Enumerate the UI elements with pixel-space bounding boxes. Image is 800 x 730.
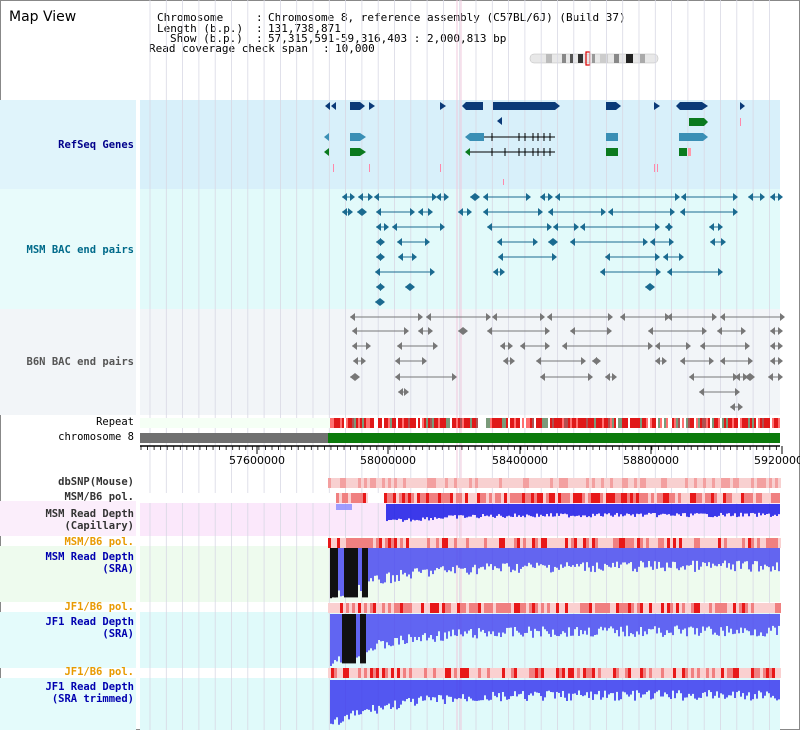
b6n-bac-end-pairs-track[interactable]: [350, 313, 785, 411]
chromosome-bar-green[interactable]: [328, 433, 780, 443]
chromosome-bar-gray[interactable]: [140, 433, 328, 443]
jf1-depth-trimmed-bars[interactable]: [330, 680, 780, 725]
axis-tick-label: 59200000: [754, 454, 800, 467]
jf1-pol-band-1[interactable]: [328, 603, 781, 613]
axis-tick-label: 58400000: [492, 454, 548, 467]
msm-pol-band-2[interactable]: [328, 538, 781, 548]
msm-sra-side-band: [0, 546, 136, 602]
coverage-value: 10,000: [335, 42, 375, 55]
axis-tick-label: 57600000: [229, 454, 285, 467]
msm-bac-end-pairs-track[interactable]: [342, 193, 783, 306]
track-label-msm-depth-sra[interactable]: MSM Read Depth (SRA): [45, 551, 134, 575]
jf1-pol-band-2[interactable]: [328, 668, 781, 678]
track-label-msm-pol-1[interactable]: MSM/B6 pol.: [64, 491, 134, 503]
show-key: Show (b.p.): [170, 32, 243, 45]
coverage-key: Read coverage check span: [149, 42, 308, 55]
track-label-msm-bac[interactable]: MSM BAC end pairs: [26, 244, 134, 256]
jf1-depth-sra-bars[interactable]: [330, 614, 780, 666]
length-key: Length (b.p.): [157, 22, 244, 35]
msm-depth-capillary-bars[interactable]: [386, 504, 780, 522]
refseq-genes-track[interactable]: [324, 102, 745, 185]
chromosome-ideogram[interactable]: [529, 51, 659, 66]
repeat-track[interactable]: [330, 418, 780, 428]
axis-tick-label: 58000000: [360, 454, 416, 467]
msm-pol-band-1[interactable]: [336, 493, 780, 503]
track-label-jf1-depth-sra[interactable]: JF1 Read Depth (SRA): [45, 616, 134, 640]
msm-bac-side-band: [0, 189, 136, 309]
jf1-sra-side-band: [0, 612, 136, 668]
show-colon: :: [256, 32, 263, 45]
track-label-refseq-genes[interactable]: RefSeq Genes: [58, 139, 134, 151]
coverage-colon: :: [323, 42, 330, 55]
length-value: 131,738,871: [268, 22, 341, 35]
chromosome-value: Chromosome 8, reference assembly (C57BL/…: [268, 11, 626, 24]
track-label-chromosome[interactable]: chromosome 8: [58, 431, 134, 443]
coordinate-axis: 57600000 58000000 58400000 58800000 59200000: [140, 445, 800, 467]
axis-tick-label: 58800000: [623, 454, 679, 467]
track-label-repeat[interactable]: Repeat: [96, 416, 134, 428]
dbsnp-speckle: [328, 478, 781, 488]
b6n-bac-side-band: [0, 309, 136, 415]
msm-depth-sra-bars[interactable]: [330, 548, 780, 599]
track-label-msm-depth-capillary[interactable]: MSM Read Depth (Capillary): [45, 508, 134, 532]
chromosome-colon: :: [256, 11, 263, 24]
map-view-title: Map View: [9, 9, 77, 25]
msm-cap-side-band: [0, 501, 136, 536]
track-label-jf1-pol-1[interactable]: JF1/B6 pol.: [64, 601, 134, 613]
jf1-trim-side-band: [0, 678, 136, 730]
refseq-side-band: [0, 100, 136, 189]
length-colon: :: [256, 22, 263, 35]
track-label-jf1-depth-trimmed[interactable]: JF1 Read Depth (SRA trimmed): [45, 681, 134, 705]
track-label-msm-pol-2[interactable]: MSM/B6 pol.: [64, 536, 134, 548]
track-label-b6n-bac[interactable]: B6N BAC end pairs: [26, 356, 134, 368]
chromosome-key: Chromosome: [157, 11, 224, 24]
track-label-dbsnp[interactable]: dbSNP(Mouse): [58, 476, 134, 488]
track-label-jf1-pol-2[interactable]: JF1/B6 pol.: [64, 666, 134, 678]
